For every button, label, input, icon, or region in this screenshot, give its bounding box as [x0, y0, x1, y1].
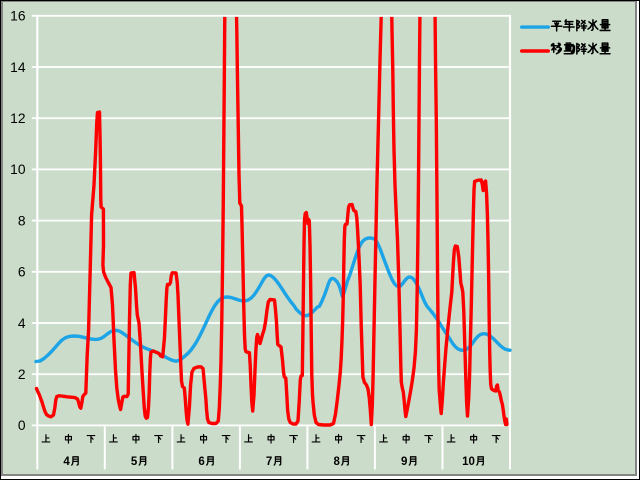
- svg-text:10: 10: [462, 456, 475, 468]
- svg-text:0: 0: [18, 418, 26, 433]
- svg-text:8: 8: [333, 456, 340, 468]
- svg-text:7: 7: [266, 456, 272, 468]
- svg-text:6: 6: [18, 265, 26, 280]
- svg-text:4: 4: [63, 456, 70, 468]
- svg-text:6: 6: [198, 456, 204, 468]
- svg-text:8: 8: [18, 213, 26, 228]
- svg-text:16: 16: [10, 9, 26, 24]
- svg-text:12: 12: [10, 111, 25, 126]
- svg-text:2: 2: [18, 367, 26, 382]
- svg-text:4: 4: [18, 316, 26, 331]
- svg-text:9: 9: [401, 456, 407, 468]
- svg-text:5: 5: [131, 456, 138, 468]
- svg-text:10: 10: [10, 162, 26, 177]
- svg-text:14: 14: [10, 60, 26, 75]
